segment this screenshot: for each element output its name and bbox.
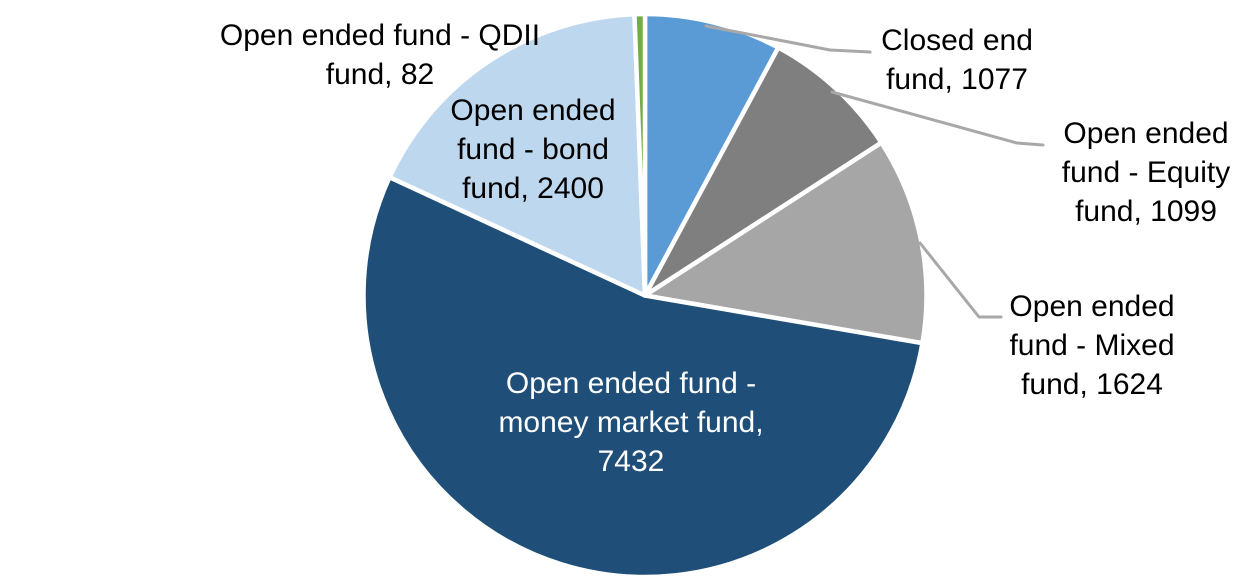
pie-slice-open-ended-mixed-fund — [642, 140, 929, 346]
pie-slice-open-ended-money-market-fund — [361, 174, 925, 580]
leader-line-open-ended-mixed-fund — [918, 241, 1003, 319]
pie-slice-open-ended-equity-fund — [642, 45, 884, 298]
pie-slice-open-ended-bond-fund — [387, 11, 648, 298]
pie-slice-open-ended-qdii-fund — [632, 11, 648, 298]
pie-slice-closed-end-fund — [642, 11, 781, 298]
leader-line-open-ended-equity-fund — [830, 90, 1045, 147]
leader-line-closed-end-fund — [704, 24, 872, 54]
